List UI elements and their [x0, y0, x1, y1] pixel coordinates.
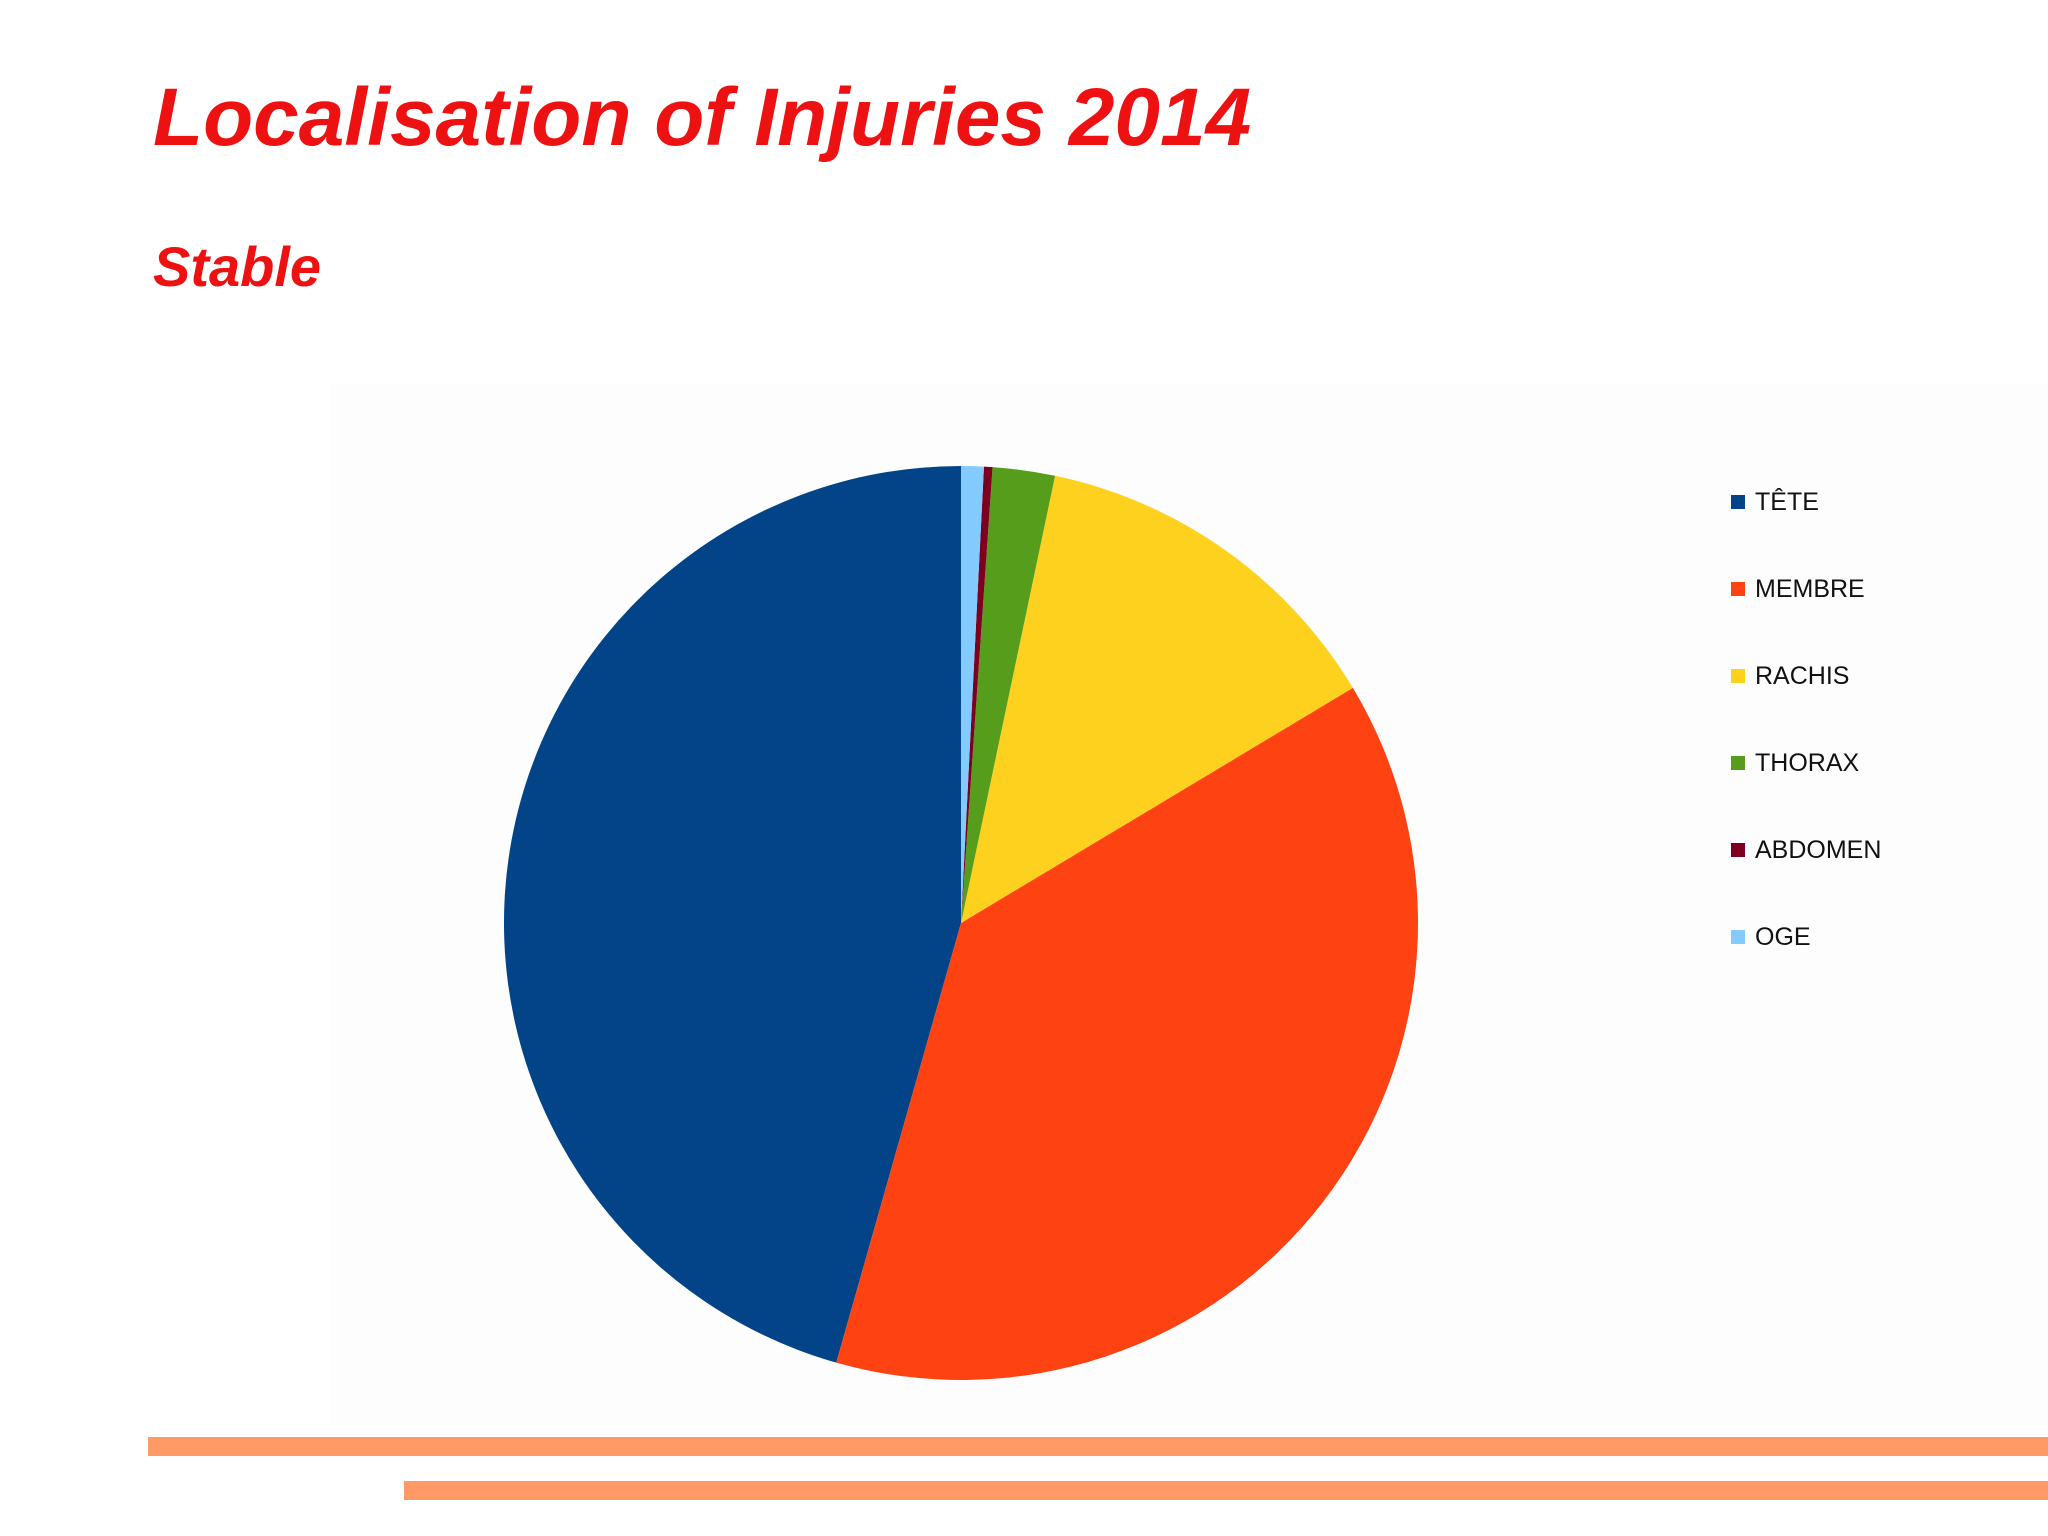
- pie-slice-oge: [961, 466, 984, 923]
- slide-title: Localisation of Injuries 2014: [153, 72, 1252, 163]
- slide-subtitle: Stable: [153, 235, 322, 298]
- chart-area: [330, 385, 2048, 1425]
- legend-label-oge: OGE: [1755, 923, 1811, 951]
- legend-item-thorax: THORAX: [1731, 748, 2031, 835]
- legend-item-abdomen: ABDOMEN: [1731, 835, 2031, 922]
- pie-chart: [503, 466, 1419, 1381]
- legend-swatch-tete: [1731, 495, 1745, 509]
- legend-label-abdomen: ABDOMEN: [1755, 836, 1882, 864]
- legend-swatch-rachis: [1731, 669, 1745, 683]
- legend-swatch-membre: [1731, 582, 1745, 596]
- legend-item-tete: TÊTE: [1731, 487, 2031, 574]
- legend-label-thorax: THORAX: [1755, 749, 1860, 777]
- legend-label-membre: MEMBRE: [1755, 575, 1865, 603]
- legend-swatch-thorax: [1731, 756, 1745, 770]
- legend-swatch-abdomen: [1731, 843, 1745, 857]
- legend-swatch-oge: [1731, 930, 1745, 944]
- decorative-line-top: [148, 1437, 2048, 1456]
- legend-label-tete: TÊTE: [1755, 488, 1819, 516]
- chart-legend: TÊTE MEMBRE RACHIS THORAX ABDOMEN OGE: [1731, 487, 2031, 1009]
- legend-item-oge: OGE: [1731, 922, 2031, 1009]
- legend-item-membre: MEMBRE: [1731, 574, 2031, 661]
- decorative-line-bottom: [404, 1481, 2048, 1500]
- pie-slice-abdomen: [961, 466, 993, 923]
- legend-label-rachis: RACHIS: [1755, 662, 1850, 690]
- legend-item-rachis: RACHIS: [1731, 661, 2031, 748]
- pie-slice-membre: [836, 687, 1419, 1381]
- pie-slice-rachis: [961, 475, 1353, 923]
- pie-slice-thorax: [961, 467, 1056, 923]
- pie-slice-tete: [503, 466, 961, 1363]
